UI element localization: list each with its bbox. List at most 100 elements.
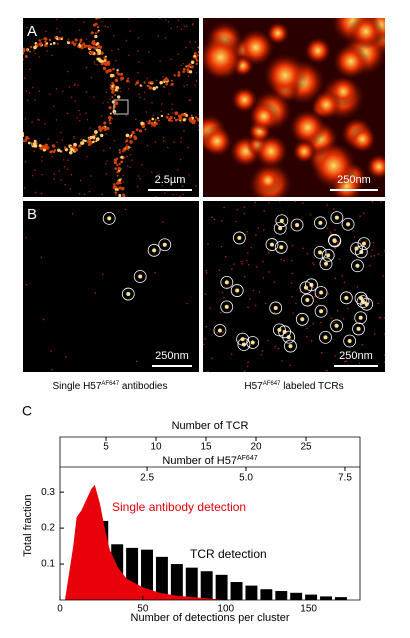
speckle xyxy=(8,116,10,118)
speckle xyxy=(23,58,24,61)
speckle xyxy=(380,201,382,203)
speckle xyxy=(199,2,202,5)
speckle xyxy=(119,181,122,185)
speckle xyxy=(78,109,80,112)
speckle xyxy=(12,63,15,66)
speckle xyxy=(199,228,201,230)
speckle xyxy=(129,140,133,144)
speckle xyxy=(1,100,4,103)
speckle xyxy=(18,135,21,138)
speckle xyxy=(92,23,97,27)
bar xyxy=(260,589,273,600)
speckle xyxy=(109,147,112,149)
speckle xyxy=(95,48,99,52)
speckle xyxy=(330,233,332,235)
speckle xyxy=(155,79,158,82)
speckle xyxy=(52,41,56,45)
speckle xyxy=(61,139,64,142)
speckle xyxy=(194,41,197,43)
speckle xyxy=(118,178,122,182)
speckle xyxy=(125,114,127,117)
speckle xyxy=(126,138,128,141)
speckle xyxy=(112,108,114,110)
speckle xyxy=(98,0,100,2)
ring xyxy=(284,339,297,353)
speckle xyxy=(45,30,47,33)
speckle xyxy=(201,29,204,32)
speckle xyxy=(137,71,139,74)
x2-axis-title: Number of TCR xyxy=(172,420,249,432)
speckle xyxy=(5,117,8,120)
speckle xyxy=(33,150,35,153)
speckle xyxy=(167,146,169,149)
ring xyxy=(295,312,309,326)
speckle xyxy=(180,64,182,67)
x3-tick-label: 2.5 xyxy=(140,473,154,484)
speckle xyxy=(27,141,31,145)
speckle xyxy=(194,0,197,1)
speckle xyxy=(96,57,100,61)
speckle xyxy=(334,277,337,280)
ring xyxy=(232,231,246,245)
speckle xyxy=(107,0,111,1)
speckle xyxy=(383,360,385,363)
speckle xyxy=(68,86,71,88)
speckle xyxy=(180,137,183,139)
speckle xyxy=(370,357,372,359)
speckle xyxy=(89,45,93,49)
spot xyxy=(273,305,278,310)
bar xyxy=(275,591,288,600)
speckle xyxy=(97,30,100,33)
speckle xyxy=(157,35,160,37)
speckle xyxy=(90,31,94,35)
spot xyxy=(354,246,359,251)
speckle xyxy=(154,122,158,126)
speckle xyxy=(195,59,199,62)
speckle xyxy=(4,111,7,114)
speckle xyxy=(51,54,53,57)
ring xyxy=(319,330,332,344)
speckle xyxy=(151,102,153,104)
spot xyxy=(250,340,255,345)
speckle xyxy=(55,88,58,90)
spot xyxy=(240,337,245,342)
speckle xyxy=(52,150,56,154)
speckle xyxy=(28,68,31,71)
speckle xyxy=(256,266,258,268)
speckle xyxy=(165,116,168,118)
speckle xyxy=(197,46,199,49)
x2-tick-label: 15 xyxy=(200,442,212,453)
speckle xyxy=(4,98,7,101)
speckle xyxy=(92,140,95,144)
ring xyxy=(357,237,371,250)
speckle xyxy=(306,335,308,338)
speckle xyxy=(79,41,82,44)
speckle xyxy=(333,321,336,324)
speckle xyxy=(98,8,101,11)
speckle xyxy=(211,216,213,219)
x3-axis-title: Number of H57AF647 xyxy=(162,455,257,467)
speckle xyxy=(65,355,67,358)
x-axis-title: Number of detections per cluster xyxy=(131,612,290,624)
speckle xyxy=(7,74,9,76)
speckle xyxy=(162,76,164,78)
speckle xyxy=(116,181,120,185)
speckle xyxy=(138,61,140,63)
speckle xyxy=(34,52,36,55)
speckle xyxy=(341,274,343,277)
speckle xyxy=(224,255,227,258)
speckle xyxy=(363,212,365,214)
speckle xyxy=(243,206,246,208)
speckle xyxy=(85,66,88,69)
speckle xyxy=(9,110,12,113)
ring xyxy=(273,323,286,337)
caption: H57AF647 labeled TCRs xyxy=(244,381,343,392)
speckle xyxy=(198,0,201,1)
speckle xyxy=(182,118,186,122)
speckle xyxy=(114,185,118,189)
speckle xyxy=(291,272,294,275)
speckle xyxy=(223,296,225,299)
speckle xyxy=(44,122,46,125)
speckle xyxy=(40,192,43,195)
blob xyxy=(292,139,317,164)
